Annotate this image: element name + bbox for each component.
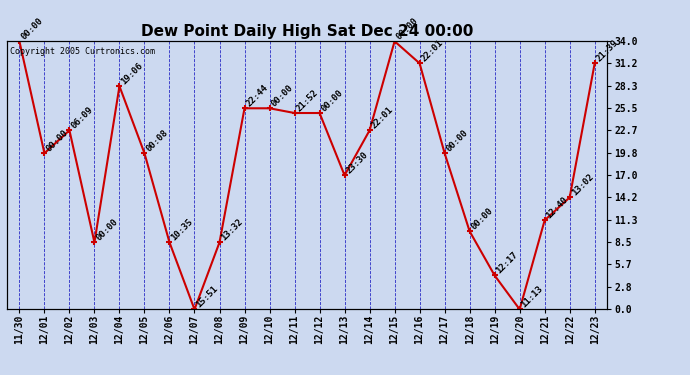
Text: 19:06: 19:06 xyxy=(119,61,145,86)
Text: 00:00: 00:00 xyxy=(270,83,295,108)
Text: Copyright 2005 Curtronics.com: Copyright 2005 Curtronics.com xyxy=(10,46,155,56)
Text: 22:44: 22:44 xyxy=(244,83,270,108)
Text: 00:08: 00:08 xyxy=(144,128,170,153)
Text: 10:35: 10:35 xyxy=(170,217,195,242)
Text: 21:52: 21:52 xyxy=(295,88,320,113)
Text: 00:00: 00:00 xyxy=(19,16,45,41)
Text: 22:01: 22:01 xyxy=(420,38,445,63)
Text: 11:13: 11:13 xyxy=(520,284,545,309)
Text: 13:32: 13:32 xyxy=(219,217,245,242)
Title: Dew Point Daily High Sat Dec 24 00:00: Dew Point Daily High Sat Dec 24 00:00 xyxy=(141,24,473,39)
Text: 00:00: 00:00 xyxy=(395,16,420,41)
Text: 00:00: 00:00 xyxy=(444,128,470,153)
Text: 12:40: 12:40 xyxy=(544,195,570,220)
Text: 12:17: 12:17 xyxy=(495,250,520,276)
Text: 21:39: 21:39 xyxy=(595,38,620,63)
Text: 06:09: 06:09 xyxy=(70,105,95,130)
Text: 23:30: 23:30 xyxy=(344,150,370,176)
Text: 13:02: 13:02 xyxy=(570,172,595,197)
Text: 00:00: 00:00 xyxy=(319,88,345,113)
Text: 00:00: 00:00 xyxy=(470,206,495,231)
Text: 15:51: 15:51 xyxy=(195,284,220,309)
Text: 00:00: 00:00 xyxy=(95,217,120,242)
Text: 00:00: 00:00 xyxy=(44,128,70,153)
Text: 22:01: 22:01 xyxy=(370,105,395,130)
